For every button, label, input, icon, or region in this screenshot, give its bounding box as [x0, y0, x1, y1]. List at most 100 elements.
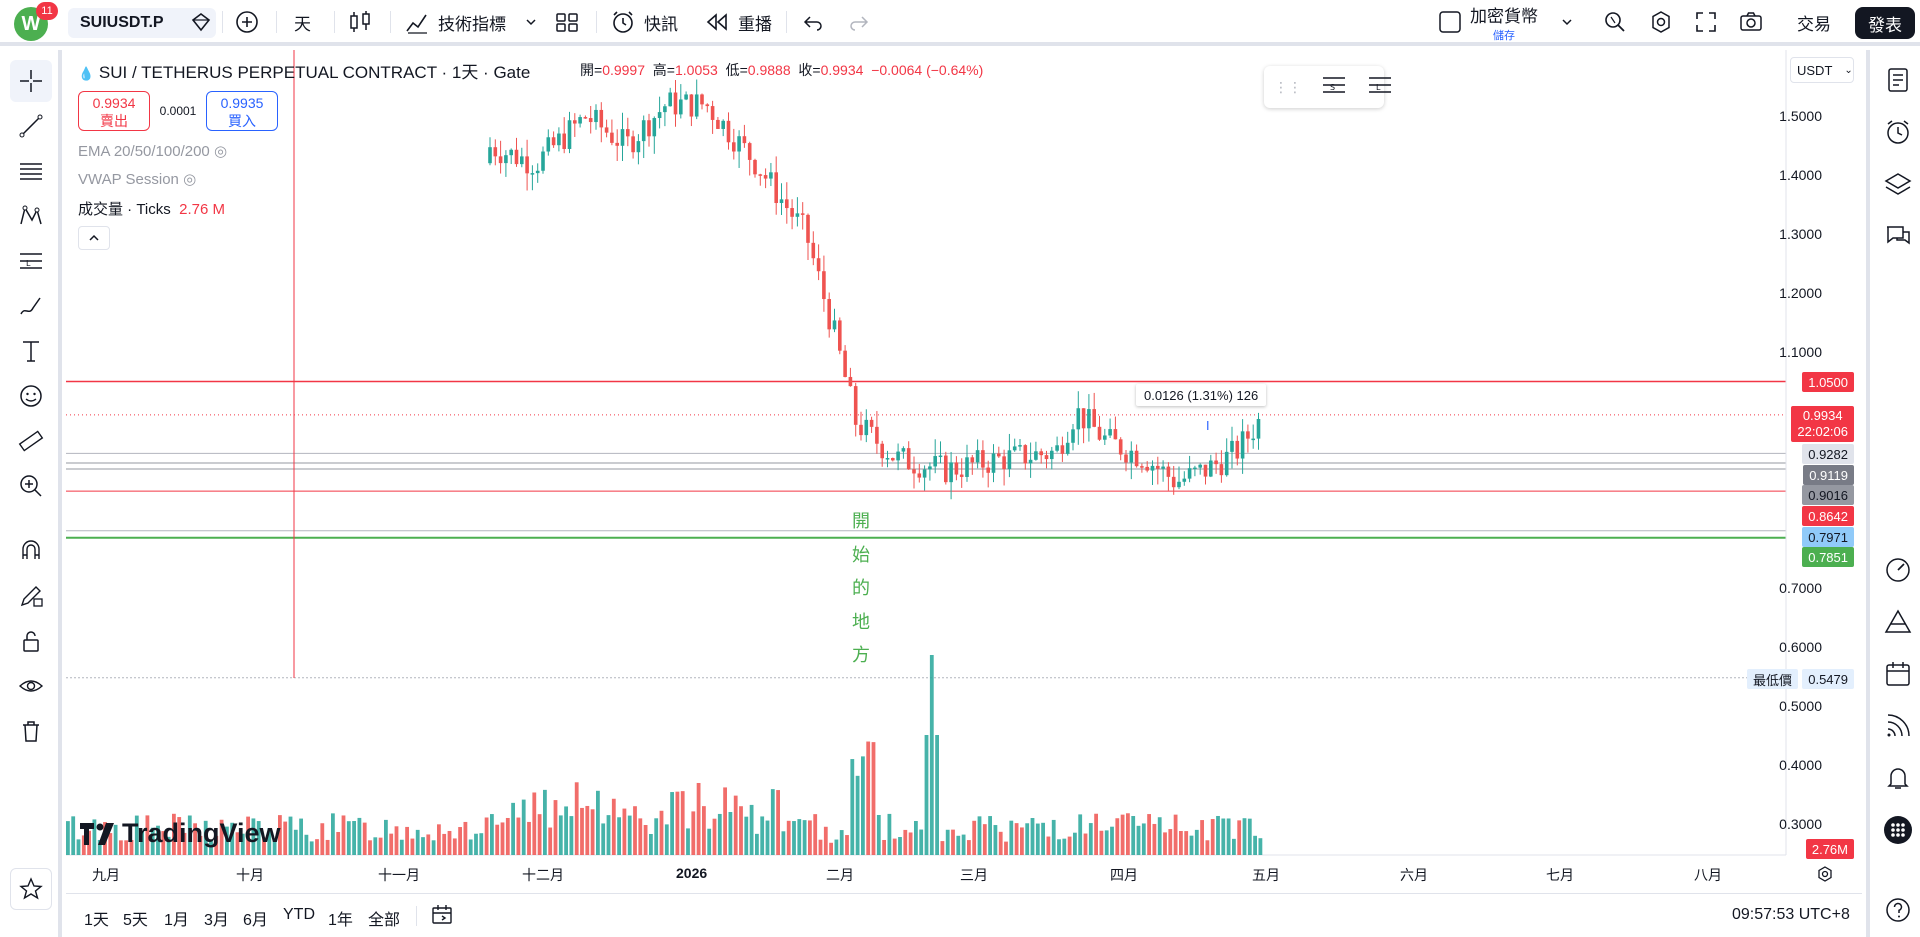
- short-position-icon[interactable]: S: [1320, 71, 1348, 104]
- rewind-icon: [706, 13, 727, 31]
- camera-icon[interactable]: [1738, 0, 1764, 44]
- range-ytd-button[interactable]: YTD: [283, 906, 315, 923]
- collapse-legend-chevron-up-icon[interactable]: [78, 226, 110, 250]
- annotation-vertical-text[interactable]: 開 始 的 地 方: [852, 511, 870, 665]
- calendar-icon[interactable]: [1878, 654, 1918, 694]
- layout-checkbox-icon[interactable]: [1438, 0, 1462, 44]
- volume-indicator-legend[interactable]: 成交量 · Ticks 2.76 M: [78, 201, 225, 218]
- goto-date-icon[interactable]: [430, 903, 454, 932]
- last-price-label: 0.9934 22:02:06: [1791, 406, 1854, 442]
- axis-settings-icon[interactable]: [1816, 865, 1834, 886]
- settings-gear-icon[interactable]: [1648, 0, 1674, 44]
- redo-icon[interactable]: [848, 0, 870, 44]
- clock-timezone[interactable]: 09:57:53 UTC+8: [1732, 906, 1850, 923]
- volume-bar: [92, 819, 97, 855]
- favorites-star-icon[interactable]: [10, 868, 52, 910]
- broadcast-icon[interactable]: [1878, 706, 1918, 746]
- chart-pane[interactable]: I 💧 SUI / TETHERUS PERPETUAL CONTRACT · …: [66, 50, 1862, 890]
- compare-add-icon[interactable]: [234, 0, 260, 44]
- ruler-icon[interactable]: [10, 420, 52, 462]
- range-3m-button[interactable]: 3月: [204, 912, 229, 929]
- fullscreen-icon[interactable]: [1694, 0, 1718, 44]
- sell-button[interactable]: 0.9934 賣出: [78, 91, 150, 131]
- candle-body: [1097, 426, 1102, 440]
- volume-bar: [119, 840, 123, 855]
- volume-bar: [548, 827, 553, 855]
- volume-bar: [1163, 832, 1167, 855]
- undo-icon[interactable]: [802, 0, 824, 44]
- range-5d-button[interactable]: 5天: [123, 912, 148, 929]
- eye-icon[interactable]: [10, 665, 52, 707]
- unlock-icon[interactable]: [10, 620, 52, 662]
- volume-bar: [458, 827, 462, 855]
- help-icon[interactable]: [1878, 890, 1918, 930]
- diamond-icon[interactable]: [190, 0, 212, 44]
- vwap-indicator-legend[interactable]: VWAP Session ◎: [78, 171, 197, 188]
- trade-button[interactable]: 交易: [1797, 14, 1831, 34]
- range-1y-button[interactable]: 1年: [328, 912, 353, 929]
- speedometer-icon[interactable]: [1878, 550, 1918, 590]
- symbol-search-button[interactable]: SUIUSDT.P: [68, 8, 216, 38]
- volume-bar: [755, 833, 759, 855]
- price-chart[interactable]: I: [66, 50, 1862, 890]
- volume-bar: [521, 799, 526, 855]
- layout-chevron-down-icon[interactable]: [1560, 0, 1574, 44]
- volume-bar: [1210, 819, 1215, 855]
- volume-bar: [1226, 818, 1231, 855]
- chevron-down-icon[interactable]: [524, 0, 538, 44]
- pattern-icon[interactable]: [10, 195, 52, 237]
- candle-body: [1092, 409, 1096, 427]
- trend-line-icon[interactable]: [10, 105, 52, 147]
- volume-bar: [633, 806, 637, 855]
- drag-handle-icon[interactable]: ⋮⋮: [1274, 78, 1302, 95]
- range-1d-button[interactable]: 1天: [84, 912, 109, 929]
- volume-bar: [871, 742, 876, 855]
- eye-hidden-icon[interactable]: ◎: [213, 143, 228, 160]
- quick-search-icon[interactable]: [1602, 0, 1628, 44]
- tradingview-logo[interactable]: TradingView: [80, 818, 281, 849]
- chat-icon[interactable]: [1878, 216, 1918, 256]
- text-icon[interactable]: [10, 330, 52, 372]
- indicators-button[interactable]: 技術指標: [404, 0, 506, 44]
- ema-indicator-legend[interactable]: EMA 20/50/100/200 ◎: [78, 143, 228, 160]
- symbol-title[interactable]: 💧 SUI / TETHERUS PERPETUAL CONTRACT · 1天…: [78, 58, 530, 83]
- watchlist-icon[interactable]: [1878, 60, 1918, 100]
- candles-icon[interactable]: [348, 0, 372, 44]
- alerts-button[interactable]: 快訊: [610, 0, 678, 44]
- range-6m-button[interactable]: 6月: [243, 912, 268, 929]
- volume-bar: [914, 820, 918, 855]
- volume-bar: [945, 829, 950, 855]
- long-position-icon[interactable]: L: [10, 240, 52, 282]
- long-position-tool-icon[interactable]: L: [1366, 71, 1394, 104]
- buy-button[interactable]: 0.9935 買入: [206, 91, 278, 131]
- apps-grid-icon[interactable]: [1878, 810, 1918, 850]
- volume-bar: [484, 817, 489, 855]
- save-layout-button[interactable]: 加密貨幣 儲存: [1470, 0, 1538, 44]
- brush-icon[interactable]: [10, 285, 52, 327]
- range-1m-button[interactable]: 1月: [164, 912, 189, 929]
- trash-icon[interactable]: [10, 710, 52, 752]
- candle-body: [1076, 408, 1081, 430]
- magnet-icon[interactable]: [10, 530, 52, 572]
- candle-body: [827, 299, 831, 330]
- layouts-grid-icon[interactable]: [554, 0, 580, 44]
- alarm-clock-icon: [613, 11, 633, 33]
- eye-hidden-icon[interactable]: ◎: [183, 171, 197, 188]
- emoji-icon[interactable]: [10, 375, 52, 417]
- volume-bar: [1025, 823, 1030, 855]
- currency-select[interactable]: USDT ⌄: [1790, 57, 1854, 83]
- volume-bar: [845, 835, 849, 855]
- crosshair-icon[interactable]: [10, 60, 52, 102]
- notifications-bell-icon[interactable]: [1878, 758, 1918, 798]
- alert-clock-icon[interactable]: [1878, 112, 1918, 152]
- layers-icon[interactable]: [1878, 164, 1918, 204]
- interval-button[interactable]: 天: [294, 14, 311, 34]
- range-all-button[interactable]: 全部: [368, 912, 401, 929]
- edit-lock-icon[interactable]: [10, 575, 52, 617]
- replay-button[interactable]: 重播: [704, 0, 772, 44]
- zoom-in-icon[interactable]: [10, 465, 52, 507]
- pyramid-icon[interactable]: [1878, 602, 1918, 642]
- volume-bar: [113, 824, 118, 855]
- publish-button[interactable]: 發表: [1855, 7, 1915, 39]
- horizontal-lines-icon[interactable]: [10, 150, 52, 192]
